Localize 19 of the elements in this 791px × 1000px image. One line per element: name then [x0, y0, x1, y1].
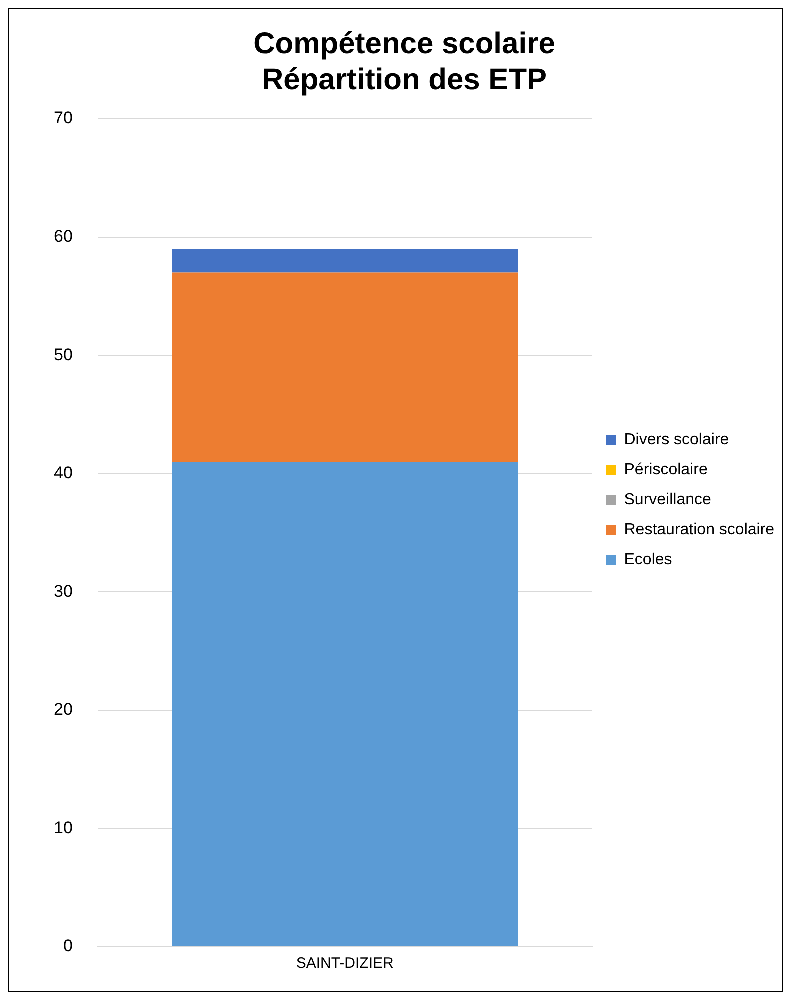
- chart-title: Compétence scolaire: [254, 27, 556, 60]
- y-tick-label: 20: [54, 700, 73, 720]
- legend-label: Périscolaire: [624, 461, 708, 478]
- y-tick-label: 40: [54, 464, 73, 483]
- x-tick-label: SAINT-DIZIER: [296, 955, 394, 972]
- bar: [172, 462, 518, 946]
- y-tick-label: 60: [54, 226, 73, 246]
- y-tick-label: 0: [63, 936, 73, 956]
- y-tick-label: 70: [54, 108, 73, 128]
- chart-subtitle: Répartition des ETP: [262, 63, 548, 96]
- bar: [172, 249, 518, 273]
- legend-label: Restauration scolaire: [624, 521, 775, 538]
- y-tick-label: 50: [54, 345, 73, 364]
- legend-label: Divers scolaire: [624, 431, 730, 448]
- legend-label: Surveillance: [624, 491, 712, 508]
- y-tick-label: 10: [54, 818, 73, 838]
- legend-label: Ecoles: [624, 551, 672, 568]
- y-tick-label: 30: [54, 582, 73, 601]
- bar: [172, 272, 518, 462]
